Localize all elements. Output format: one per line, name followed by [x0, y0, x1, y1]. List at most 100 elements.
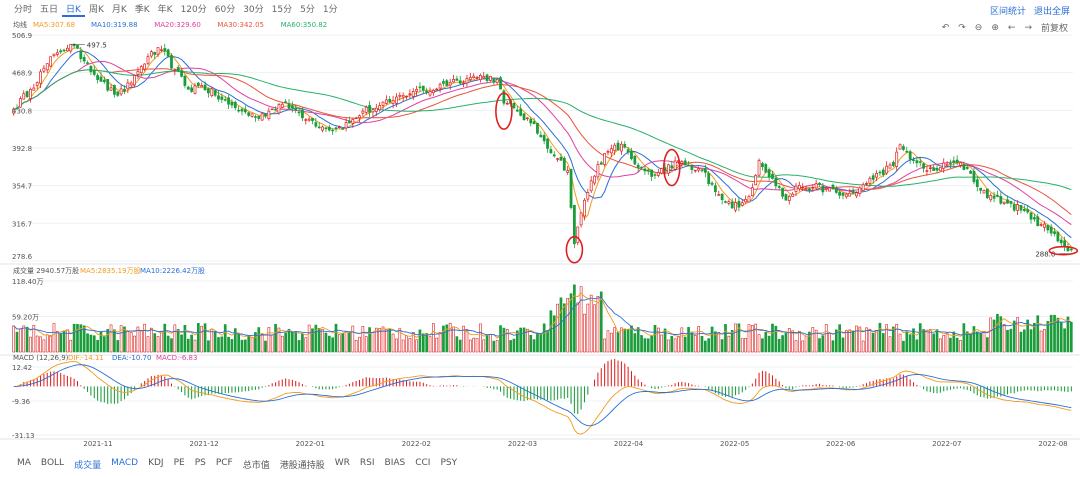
volume-bar [720, 339, 724, 353]
indicator-tab-6[interactable]: PS [194, 458, 206, 468]
volume-bar [334, 323, 338, 353]
candle-body [821, 185, 825, 193]
candle-body [207, 88, 210, 94]
candle-body [401, 94, 405, 98]
volume-bar [1006, 329, 1009, 353]
volume-bar [885, 324, 888, 353]
volume-bar [673, 338, 677, 353]
indicator-tab-14[interactable]: PSY [440, 458, 458, 468]
period-tab-6[interactable]: 年K [157, 5, 173, 15]
zoom-out-icon[interactable]: ⊖ [974, 22, 983, 33]
volume-bar [609, 332, 613, 353]
candle-body [384, 99, 388, 104]
period-tab-4[interactable]: 月K [111, 5, 127, 15]
volume-bar [207, 340, 210, 353]
candle-body [955, 159, 959, 163]
volume-bar [861, 340, 865, 353]
x-axis-label: 2021-12 [189, 440, 218, 448]
volume-bar [680, 327, 684, 353]
indicator-tab-11[interactable]: RSI [359, 458, 375, 468]
price-tick-label: 278.6 [12, 253, 33, 261]
candle-body [297, 111, 301, 114]
candle-body [468, 77, 472, 80]
indicator-tab-5[interactable]: PE [173, 458, 185, 468]
indicator-tab-3[interactable]: MACD [111, 458, 139, 468]
candle-body [82, 57, 86, 62]
candle-body [912, 159, 915, 161]
volume-bar [1039, 330, 1043, 353]
pan-left-icon[interactable]: ← [1007, 22, 1016, 33]
candle-body [482, 76, 486, 79]
redo-icon[interactable]: ↷ [958, 22, 966, 33]
period-tab-7[interactable]: 120分 [180, 5, 207, 15]
candle-body [918, 161, 922, 163]
volume-bar [374, 327, 378, 353]
period-tab-10[interactable]: 15分 [271, 5, 293, 15]
candle-body [89, 65, 93, 73]
candle-body [985, 188, 989, 199]
zoom-in-icon[interactable]: ⊕ [991, 22, 999, 33]
candle-body [549, 149, 553, 154]
exit-fullscreen-link[interactable]: 退出全屏 [1033, 7, 1070, 17]
pan-right-icon[interactable]: → [1024, 22, 1032, 33]
period-tab-9[interactable]: 30分 [243, 5, 264, 15]
candle-body [747, 195, 751, 203]
indicator-tab-7[interactable]: PCF [215, 458, 233, 468]
candle-body [502, 90, 506, 104]
volume-bar [398, 328, 402, 353]
period-tab-11[interactable]: 5分 [300, 5, 315, 15]
volume-bar [767, 335, 771, 353]
candle-body [875, 173, 878, 178]
period-tab-8[interactable]: 60分 [214, 5, 236, 15]
candle-body [186, 86, 190, 90]
volume-bar [740, 338, 744, 353]
adjust-mode[interactable]: 前复权 [1040, 24, 1068, 34]
candle-body [959, 162, 962, 166]
volume-bar [113, 329, 116, 353]
price-tick-label: 506.9 [12, 32, 32, 40]
volume-bar [962, 323, 966, 353]
candle-body [878, 171, 882, 174]
indicator-tab-1[interactable]: BOLL [40, 458, 65, 468]
candle-body [589, 180, 593, 192]
volume-bar [223, 324, 227, 353]
indicator-tab-2[interactable]: 成交量 [74, 461, 102, 471]
indicator-tab-4[interactable]: KDJ [148, 458, 164, 468]
candle-body [15, 107, 19, 110]
period-tab-2[interactable]: 日K [62, 3, 85, 17]
candle-body [213, 89, 217, 96]
volume-bar [495, 340, 499, 353]
indicator-tab-8[interactable]: 总市值 [242, 461, 270, 471]
volume-bar [804, 335, 808, 353]
indicator-tab-13[interactable]: CCI [415, 458, 431, 468]
candle-body [609, 148, 613, 154]
period-tab-5[interactable]: 季K [134, 5, 150, 15]
volume-bar [606, 330, 610, 353]
volume-bar [677, 336, 680, 353]
candle-body [116, 91, 120, 96]
period-tab-3[interactable]: 周K [88, 5, 104, 15]
candle-body [237, 109, 241, 112]
candle-body [808, 188, 811, 191]
volume-bar [522, 327, 526, 353]
volume-bar [687, 327, 690, 353]
volume-bar [952, 331, 956, 353]
period-tab-0[interactable]: 分时 [14, 5, 33, 15]
candle-body [321, 126, 324, 131]
period-tab-12[interactable]: 1分 [322, 5, 338, 15]
candle-body [364, 106, 368, 113]
indicator-tab-0[interactable]: MA [17, 458, 31, 468]
candle-body [388, 99, 392, 103]
volume-bar [79, 324, 83, 353]
candle-body [290, 105, 294, 109]
indicator-tab-12[interactable]: BIAS [384, 458, 406, 468]
candle-body [1009, 201, 1013, 204]
range-stats-link[interactable]: 区间统计 [989, 7, 1026, 17]
undo-icon[interactable]: ↶ [941, 22, 950, 33]
volume-bar [529, 334, 533, 353]
period-tab-1[interactable]: 五日 [40, 5, 59, 15]
indicator-tab-9[interactable]: 港股通持股 [279, 461, 325, 471]
volume-bar [445, 324, 449, 353]
candle-body [804, 187, 808, 190]
indicator-tab-10[interactable]: WR [334, 458, 350, 468]
